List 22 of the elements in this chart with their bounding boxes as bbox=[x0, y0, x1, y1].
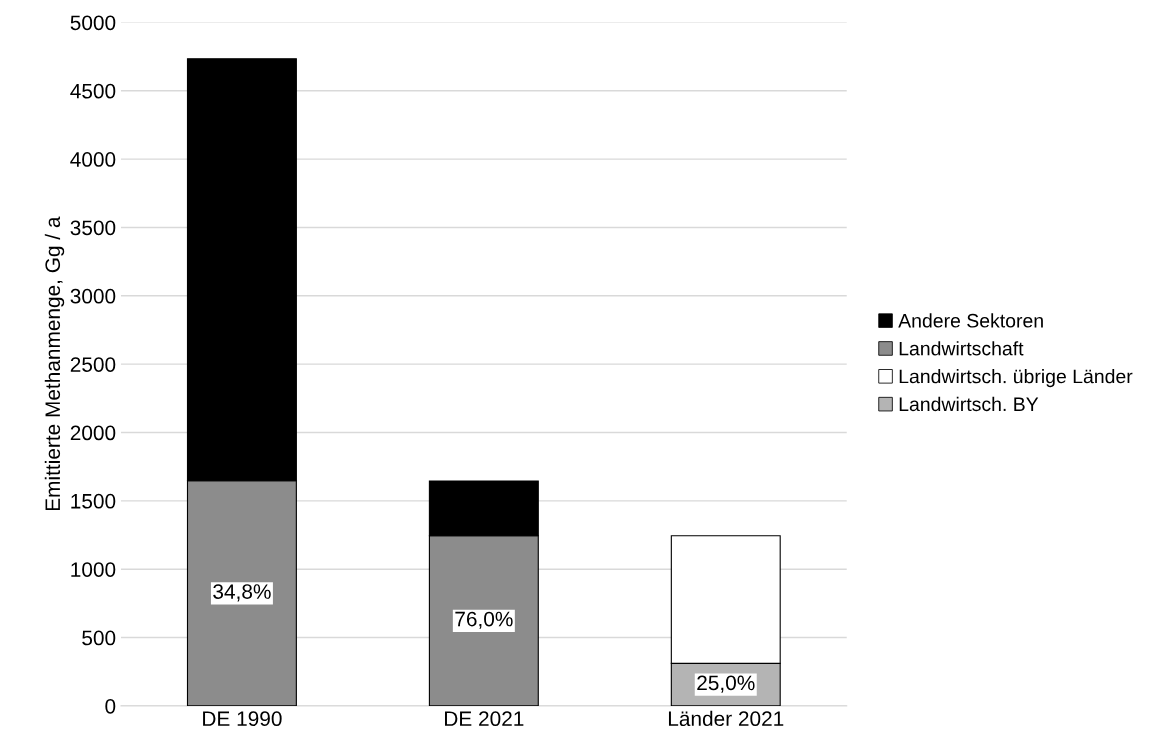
y-tick-label: 2000 bbox=[70, 425, 116, 441]
y-tick-label: 500 bbox=[82, 630, 116, 646]
legend-label: Landwirtsch. BY bbox=[899, 396, 1039, 412]
legend-label: Andere Sektoren bbox=[898, 313, 1043, 328]
annotation: 25,0% bbox=[697, 675, 755, 693]
x-tick-label: DE 1990 bbox=[203, 711, 282, 727]
y-tick-label: 4500 bbox=[70, 83, 116, 99]
y-tick-label: 0 bbox=[105, 698, 116, 714]
y-tick-label: 3500 bbox=[70, 220, 116, 236]
annotation: 34,8% bbox=[213, 584, 271, 602]
annotation: 76,0% bbox=[455, 611, 513, 629]
y-tick-label: 2500 bbox=[70, 357, 116, 372]
legend-label: Landwirtschaft bbox=[899, 341, 1024, 356]
y-tick-label: 3000 bbox=[70, 288, 116, 304]
y-tick-label: 1500 bbox=[71, 493, 116, 509]
y-tick-label: 1000 bbox=[71, 562, 116, 577]
legend-label: Landwirtsch. übrige Länder bbox=[899, 369, 1133, 388]
y-tick-label: 5000 bbox=[70, 15, 116, 31]
y-tick-label: 4000 bbox=[70, 152, 116, 167]
x-tick-label: DE 2021 bbox=[445, 711, 524, 727]
y-axis-title: Emittierte Methanmenge, Gg / a bbox=[44, 216, 65, 511]
x-tick-label: Länder 2021 bbox=[668, 710, 784, 727]
